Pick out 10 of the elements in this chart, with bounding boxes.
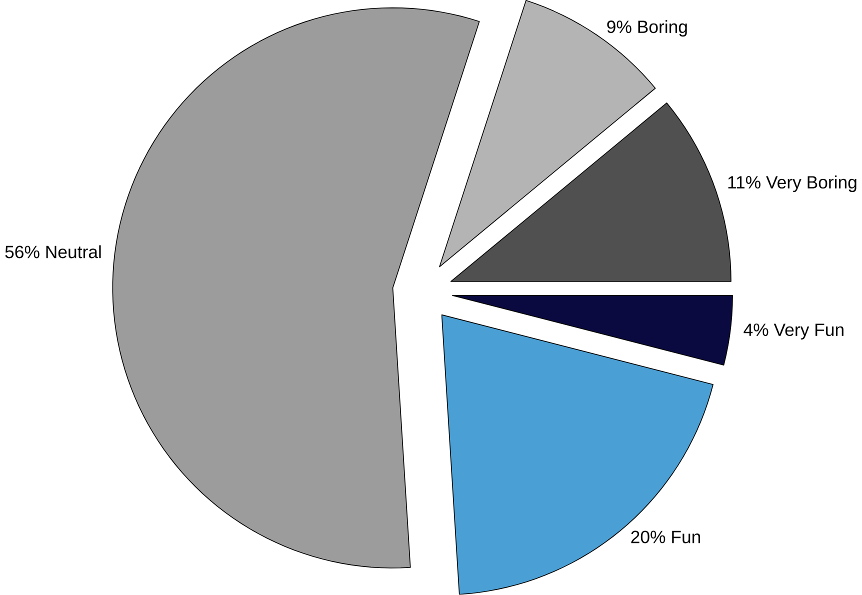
data-label: 20% [631, 530, 666, 544]
data-label: 9% [607, 20, 632, 34]
slice-label: Neutral [46, 245, 101, 258]
data-label: 11% [728, 176, 760, 189]
data-label: 4% [744, 324, 768, 336]
slice-label: Boring [638, 20, 687, 37]
slice-label: Very Boring [766, 176, 856, 192]
data-label: 56% [5, 246, 40, 258]
slice-label: Fun [672, 530, 700, 544]
slice-label: Very Fun [774, 324, 844, 340]
